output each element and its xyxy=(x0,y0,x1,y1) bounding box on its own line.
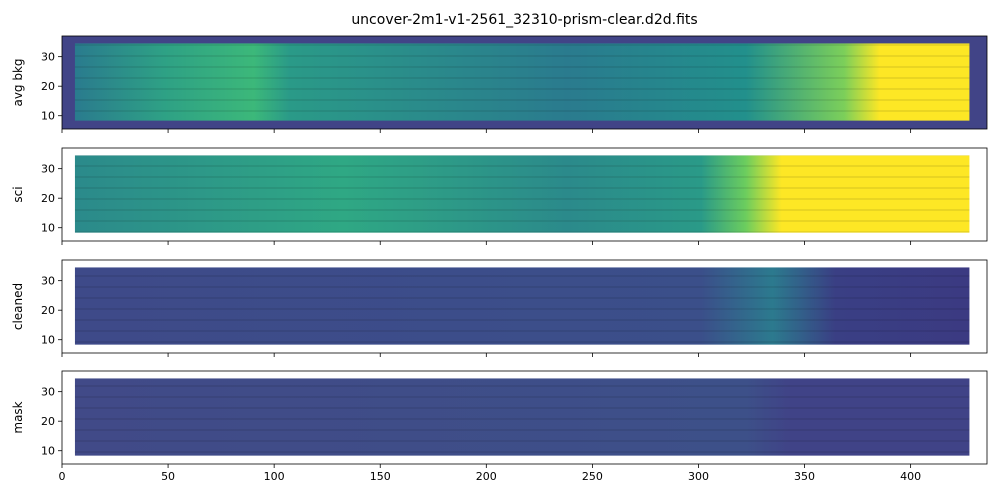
y-tick-label: 30 xyxy=(41,51,55,64)
x-tick-label: 50 xyxy=(161,470,175,483)
y-tick-label: 30 xyxy=(41,275,55,288)
x-tick-label: 350 xyxy=(794,470,815,483)
y-tick-label: 10 xyxy=(41,334,55,347)
frame xyxy=(61,35,988,130)
frame xyxy=(61,147,988,242)
image-stripes xyxy=(74,43,970,121)
y-tick-label: 20 xyxy=(41,80,55,93)
y-tick-label: 20 xyxy=(41,415,55,428)
x-tick-label: 100 xyxy=(264,470,285,483)
y-tick-label: 30 xyxy=(41,163,55,176)
x-tick-label: 300 xyxy=(688,470,709,483)
y-axis-label: avg bkg xyxy=(11,58,25,106)
y-tick-label: 30 xyxy=(41,386,55,399)
frame xyxy=(61,259,988,354)
y-axis-label: mask xyxy=(11,401,25,433)
y-tick-label: 20 xyxy=(41,192,55,205)
y-axis-label: cleaned xyxy=(11,283,25,330)
y-tick-label: 10 xyxy=(41,445,55,458)
chart-title: uncover-2m1-v1-2561_32310-prism-clear.d2… xyxy=(351,12,697,28)
x-tick-label: 400 xyxy=(900,470,921,483)
y-axis-label: sci xyxy=(11,186,25,202)
y-tick-label: 10 xyxy=(41,222,55,235)
x-tick-label: 150 xyxy=(370,470,391,483)
y-tick-label: 20 xyxy=(41,304,55,317)
image-stripes xyxy=(74,155,970,233)
frame xyxy=(61,370,988,465)
image-stripes xyxy=(74,378,970,456)
y-tick-label: 10 xyxy=(41,110,55,123)
x-tick-label: 250 xyxy=(582,470,603,483)
image-stripes xyxy=(74,267,970,345)
x-tick-label: 200 xyxy=(476,470,497,483)
x-tick-label: 0 xyxy=(59,470,66,483)
